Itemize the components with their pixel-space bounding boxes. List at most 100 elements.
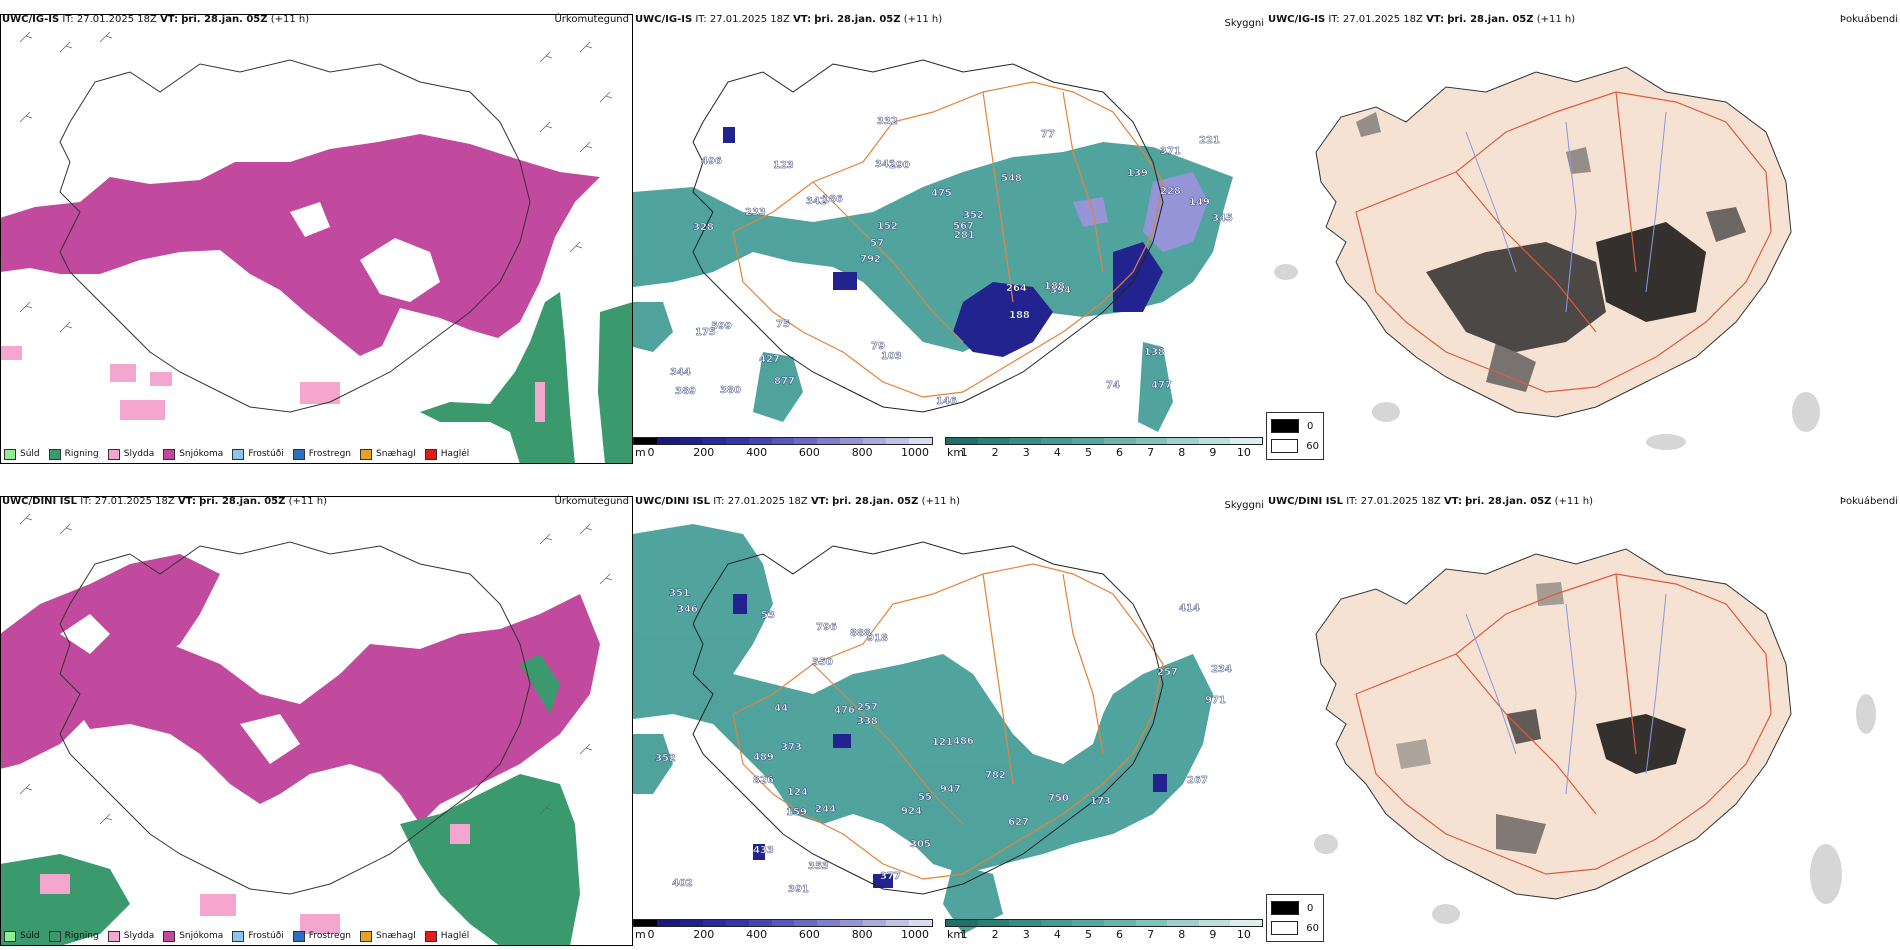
sleet-spots-2 (40, 824, 470, 934)
colorbar-cell (977, 438, 1010, 444)
legend-swatch (292, 448, 305, 460)
colorbar-cell (794, 438, 818, 444)
legend-item: Snæhagl (360, 930, 416, 942)
rain-area-2 (0, 654, 580, 946)
cloud-base-label: 371 (1160, 146, 1181, 157)
colorbar-cell (946, 920, 978, 926)
cloud-base-label: 550 (812, 657, 833, 668)
fog-legend: 0 60 (1266, 412, 1324, 460)
cloud-base-label: 402 (672, 878, 693, 889)
fog-legend-row: 60 (1271, 918, 1319, 938)
fog-map-2 (1314, 548, 1876, 924)
colorbar-cell (1135, 920, 1168, 926)
cloud-base-area-2 (733, 594, 1167, 888)
fog-dense-1 (1356, 112, 1746, 392)
colorbar-tick: 800 (851, 928, 873, 941)
cloud-base-label: 627 (1008, 817, 1029, 828)
visibility-area-2 (633, 524, 1213, 934)
colorbar-cell (634, 438, 657, 444)
legend-swatch (360, 448, 373, 460)
cloud-base-label: 373 (781, 742, 802, 753)
legend-swatch (424, 448, 437, 460)
colorbar-cell (1009, 438, 1041, 444)
cloud-base-label: 188 (1044, 281, 1065, 292)
fog-panel-1[interactable]: UWC/IG-IS IT: 27.01.2025 18Z VT: þri. 28… (1266, 12, 1900, 464)
roads-2 (732, 563, 1164, 880)
cloud-base-label: 44 (774, 703, 788, 714)
cloud-base-label: 377 (880, 871, 901, 882)
cloud-base-label: 139 (1127, 168, 1148, 179)
colorbar-cell (656, 438, 680, 444)
fog-panel-2[interactable]: UWC/DINI ISL IT: 27.01.2025 18Z VT: þri.… (1266, 494, 1900, 946)
precip-type-panel-1[interactable]: UWC/IG-IS IT: 27.01.2025 18Z VT: þri. 28… (0, 12, 633, 464)
cloud-base-label: 486 (953, 736, 974, 747)
cloud-base-label: 342 (806, 196, 827, 207)
legend-item: Snjókoma (163, 930, 223, 942)
cloud-base-label: 496 (701, 156, 722, 167)
colorbar-cell (817, 438, 841, 444)
cloud-map-2: 346 351 352 414 234 627 918 244 402 750 159 486 391 8… (633, 524, 1232, 934)
cloud-base-label: 234 (1211, 664, 1232, 675)
sleet-spots-1 (0, 346, 545, 422)
cloud-base-label: 138 (1144, 347, 1165, 358)
cloud-panel-2[interactable]: 346 351 352 414 234 627 918 244 402 750 159 486 391 8… (633, 494, 1266, 946)
cloud-base-label: 476 (834, 705, 855, 716)
colorbar-cell (946, 438, 978, 444)
cloud-base-label: 146 (936, 396, 957, 407)
fog-dense-2 (1396, 582, 1686, 854)
colorbar-unit: m (635, 928, 646, 941)
fog-roads-1 (1355, 91, 1772, 393)
legend-item: Slydda (107, 930, 154, 942)
legend-swatch (232, 930, 245, 942)
cloud-base-label: 341 (875, 159, 896, 170)
cloud-base-label: 175 (695, 327, 716, 338)
colorbar-tick: 4 (1053, 446, 1061, 459)
legend-item: Rigning (48, 930, 99, 942)
land-2 (1315, 548, 1792, 900)
cloud-base-label: 74 (1106, 380, 1120, 391)
precip-type-panel-2[interactable]: UWC/DINI ISL IT: 27.01.2025 18Z VT: þri.… (0, 494, 633, 946)
colorbar-cell (840, 920, 864, 926)
colorbar-cell (1230, 438, 1262, 444)
colorbar-cell (656, 920, 680, 926)
panel-name: Þokuábendi (1839, 496, 1898, 507)
legend-item: Frostregn (292, 930, 351, 942)
colorbar-tick: 600 (798, 928, 820, 941)
cloud-base-label: 55 (918, 792, 932, 803)
legend-swatch (4, 930, 16, 942)
colorbar-tick: 400 (746, 446, 768, 459)
cloud-base-label: 228 (1160, 186, 1181, 197)
colorbar-tick: 3 (1022, 928, 1030, 941)
colorbar-tick: 8 (1178, 928, 1186, 941)
land-1 (1315, 66, 1792, 418)
legend-item: Súld (4, 448, 40, 460)
colorbar-cell (1167, 438, 1199, 444)
colorbar-cell (725, 438, 749, 444)
colorbar-cell (817, 920, 841, 926)
cloud-base-label: 257 (857, 702, 878, 713)
colorbar-cell (1103, 438, 1136, 444)
colorbar-tick: 2 (991, 928, 999, 941)
colorbar-tick: 0 (647, 928, 655, 941)
precip-legend: Súld Rigning Slydda Snjókoma Frostúði Fr… (4, 446, 469, 462)
cloud-base-label: 352 (655, 753, 676, 764)
colorbar-tick: 0 (647, 446, 655, 459)
colorbar-unit: km (947, 928, 965, 941)
colorbar-tick: 200 (693, 446, 715, 459)
cloud-map-1: 477 328 371 792 548 380 341 475 599 186 344 427 290 3… (633, 59, 1233, 432)
cloud-panel-1[interactable]: 477 328 371 792 548 380 341 475 599 186 344 427 290 3… (633, 12, 1266, 464)
cloud-base-labels-2: 346 351 352 414 234 627 918 244 402 750 159 486 391 8… (655, 588, 1232, 895)
colorbar-cell (702, 920, 726, 926)
colorbar-tick: 10 (1236, 446, 1251, 459)
snow-holes-2 (60, 614, 300, 764)
cloud-base-label: 257 (1157, 667, 1178, 678)
panel-name: Skyggni (1224, 18, 1264, 29)
visibility-area-1 (633, 142, 1233, 432)
cloud-base-label: 414 (1179, 603, 1200, 614)
panel-name: Úrkomutegund (554, 496, 629, 507)
colorbar-tick: 5 (1084, 928, 1092, 941)
cloud-base-label: 477 (1151, 380, 1172, 391)
fog-offshore-2 (1314, 694, 1876, 924)
precip-type-map-1 (0, 31, 633, 464)
cloud-base-label: 924 (901, 806, 922, 817)
